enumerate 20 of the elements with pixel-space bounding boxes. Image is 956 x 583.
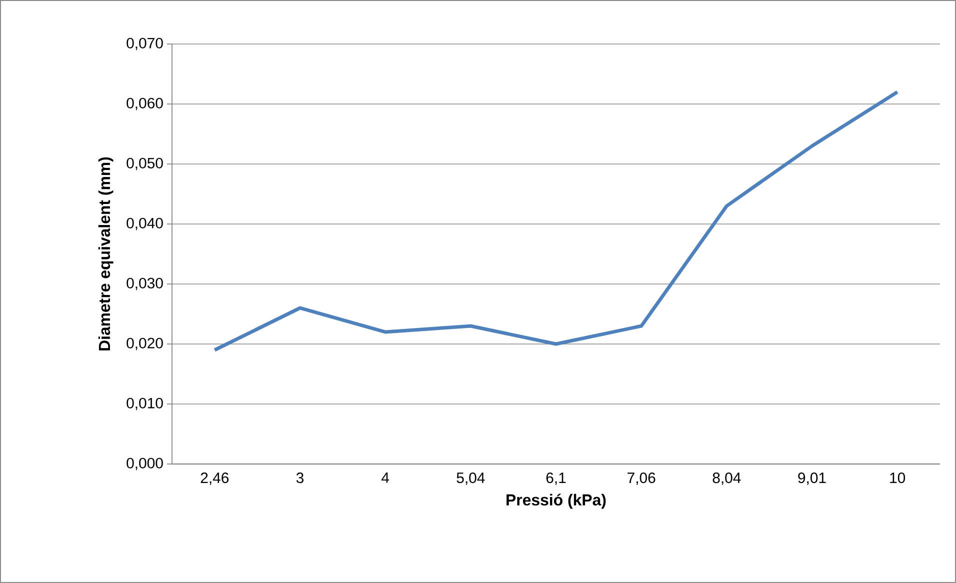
y-tick-label: 0,060 [126, 98, 163, 110]
x-tick-label: 9,01 [798, 472, 826, 485]
x-tick-label: 2,46 [200, 472, 229, 485]
y-tick-label: 0,020 [126, 338, 163, 350]
x-axis-title: Pressió (kPa) [506, 494, 606, 509]
x-tick-label: 6,1 [546, 472, 566, 485]
x-tick-label: 5,04 [456, 472, 485, 485]
y-tick-label: 0,050 [126, 158, 163, 170]
x-tick-label: 3 [296, 472, 304, 484]
x-tick-label: 4 [382, 472, 390, 483]
y-axis-title: Diametre equivalent (mm) [98, 157, 114, 350]
y-tick-label: 0,040 [126, 218, 163, 230]
line-series [212, 90, 900, 352]
y-tick-label: 0,000 [126, 458, 163, 470]
x-tick-label: 7,06 [628, 472, 656, 485]
y-tick-label: 0,030 [126, 278, 163, 290]
x-tick-label: 8,04 [712, 472, 741, 485]
y-tick-label: 0,070 [126, 38, 163, 50]
x-tick-label: 10 [890, 472, 906, 484]
y-tick-label: 0,010 [126, 398, 163, 410]
